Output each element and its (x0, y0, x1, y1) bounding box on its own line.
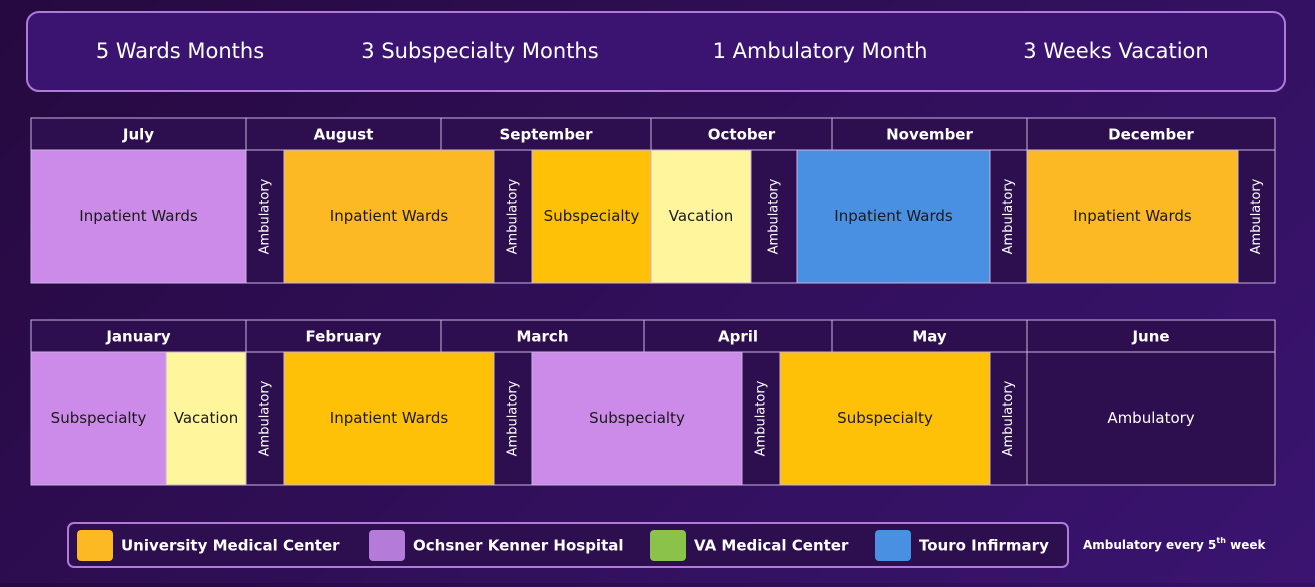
summary-item: 3 Weeks Vacation (1023, 39, 1208, 63)
block-label: Inpatient Wards (1073, 207, 1192, 225)
block-label: Ambulatory (506, 178, 521, 254)
month-header (650, 117, 833, 151)
month-header (643, 319, 833, 353)
legend-box (67, 522, 1069, 568)
rotation-block (165, 351, 247, 486)
block-label: Subspecialty (589, 409, 685, 427)
month-label: June (1131, 328, 1169, 346)
legend-swatch (650, 530, 686, 561)
block-label: Ambulatory (754, 380, 769, 456)
rotation-block (283, 351, 495, 486)
block-label: Inpatient Wards (834, 207, 953, 225)
note-part: th (1216, 536, 1226, 545)
summary-item: 5 Wards Months (96, 39, 264, 63)
rotation-block (245, 149, 285, 284)
block-label: Ambulatory (767, 178, 782, 254)
note: Ambulatory every 5th week (1083, 536, 1266, 552)
month-label: May (912, 328, 947, 346)
month-label: July (122, 126, 154, 144)
rotation-block (779, 351, 991, 486)
block-label: Ambulatory (258, 178, 273, 254)
block-label: Inpatient Wards (330, 409, 449, 427)
block-label: Ambulatory (1249, 178, 1264, 254)
rotation-block (531, 351, 743, 486)
rotation-block (1026, 351, 1276, 486)
rotation-block (245, 351, 285, 486)
summary-item: 1 Ambulatory Month (713, 39, 928, 63)
block-label: Inpatient Wards (79, 207, 198, 225)
block-label: Subspecialty (837, 409, 933, 427)
month-label: April (718, 328, 758, 346)
rotation-block (531, 149, 652, 284)
rotation-block (796, 149, 991, 284)
block-label: Vacation (174, 409, 238, 427)
month-label: December (1108, 126, 1194, 144)
legend-swatch (369, 530, 405, 561)
legend-swatch (875, 530, 911, 561)
legend-label: University Medical Center (121, 537, 340, 555)
rotation-block (493, 351, 533, 486)
month-header (831, 117, 1028, 151)
rotation-block (750, 149, 798, 284)
month-header (30, 319, 247, 353)
rotation-block (1237, 149, 1276, 284)
rotation-block (30, 351, 167, 486)
month-label: September (500, 126, 594, 144)
block-label: Ambulatory (506, 380, 521, 456)
month-label: January (105, 328, 171, 346)
month-label: August (314, 126, 374, 144)
rotation-block (30, 149, 247, 284)
rotation-block (493, 149, 533, 284)
rotation-block (283, 149, 495, 284)
rotation-block (741, 351, 781, 486)
rotation-block (989, 351, 1028, 486)
month-header (1026, 117, 1276, 151)
month-header (1026, 319, 1276, 353)
note-part: week (1226, 538, 1267, 552)
block-label: Ambulatory (1107, 409, 1194, 427)
legend-label: Touro Infirmary (919, 537, 1049, 555)
summary-item: 3 Subspecialty Months (361, 39, 598, 63)
block-label: Subspecialty (51, 409, 147, 427)
month-label: October (708, 126, 776, 144)
rotation-block (650, 149, 752, 284)
block-label: Vacation (669, 207, 733, 225)
block-label: Ambulatory (258, 380, 273, 456)
month-label: March (516, 328, 568, 346)
block-label: Ambulatory (1001, 380, 1016, 456)
month-label: November (886, 126, 973, 144)
block-label: Subspecialty (544, 207, 640, 225)
block-label: Inpatient Wards (330, 207, 449, 225)
summary-box (26, 11, 1286, 92)
note-part: Ambulatory every 5 (1083, 538, 1216, 552)
legend-swatch (77, 530, 113, 561)
legend-label: Ochsner Kenner Hospital (413, 537, 624, 555)
month-label: February (306, 328, 382, 346)
block-label: Ambulatory (1001, 178, 1016, 254)
legend-label: VA Medical Center (694, 537, 849, 555)
